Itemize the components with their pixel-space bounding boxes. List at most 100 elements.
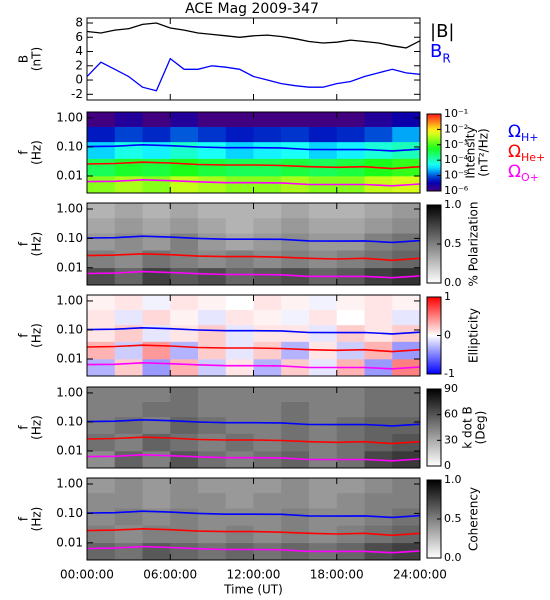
heatmap-cell — [198, 112, 227, 127]
heatmap-cell — [309, 112, 338, 127]
x-tick-label: 06:00:00 — [143, 568, 197, 582]
gyrofrequency-line — [87, 143, 420, 152]
heatmap-cell — [198, 141, 227, 159]
heatmap-cell — [253, 295, 282, 310]
heatmap-cell — [309, 478, 338, 494]
heatmap-cell — [198, 416, 227, 434]
heatmap-cell — [170, 158, 199, 177]
heatmap-cell — [114, 295, 143, 310]
heatmap-cell — [336, 217, 365, 234]
heatmap-cell — [225, 267, 254, 285]
y-tick-label: 0.10 — [56, 414, 83, 428]
heatmap-cell — [142, 341, 171, 360]
heatmap-cell — [225, 309, 254, 326]
heatmap-cell — [198, 542, 227, 560]
heatmap-cell — [114, 176, 143, 193]
heatmap-cell — [281, 433, 310, 452]
heatmap-cell — [170, 141, 199, 159]
heatmap-cell — [281, 324, 310, 342]
heatmap-cell — [87, 401, 116, 418]
y-tick-label: 1.00 — [56, 110, 83, 124]
heatmap-cell — [198, 341, 227, 360]
gyrofrequency-line — [87, 161, 420, 170]
x-tick-label: 12:00:00 — [227, 568, 281, 582]
heatmap-cell — [253, 203, 282, 219]
heatmap-cell — [142, 176, 171, 193]
gyrofrequency-line — [87, 527, 420, 537]
heatmap-cell — [170, 433, 199, 452]
heatmap — [87, 387, 420, 468]
y-axis-label: f — [17, 241, 31, 246]
gyrofrequency-line — [87, 270, 420, 279]
heatmap-cell — [253, 324, 282, 342]
heatmap-cell — [198, 203, 227, 219]
heatmap-cell — [142, 295, 171, 310]
heatmap-cell — [114, 451, 143, 468]
heatmap-cell — [170, 478, 199, 494]
heatmap-cell — [198, 126, 227, 143]
y-tick-label: 0 — [75, 73, 83, 87]
x-axis-label: Time (UT) — [223, 583, 283, 597]
chart-title: ACE Mag 2009-347 — [185, 1, 319, 17]
heatmap-cell — [142, 203, 171, 219]
heatmap-cell — [364, 126, 393, 143]
heatmap-cell — [364, 217, 393, 234]
heatmap-cell — [170, 525, 199, 544]
heatmap-cell — [364, 309, 393, 326]
heatmap-cell — [253, 158, 282, 177]
legend-subscript: R — [442, 51, 450, 65]
heatmap-cell — [198, 478, 227, 494]
gyrofrequency-line — [87, 361, 420, 370]
heatmap-cell — [281, 126, 310, 143]
legend-subscript: O+ — [521, 171, 539, 184]
heatmap-cell — [336, 508, 365, 526]
heatmap-cell — [114, 401, 143, 418]
heatmap-cell — [142, 401, 171, 418]
heatmap-cell — [281, 387, 310, 402]
colorbar-tick-label: 1 — [444, 290, 451, 303]
heatmap-cell — [170, 267, 199, 285]
heatmap-cell — [336, 126, 365, 143]
heatmap-cell — [142, 217, 171, 234]
heatmap-cell — [253, 217, 282, 234]
heatmap-cell — [225, 492, 254, 509]
heatmap-cell — [87, 492, 116, 509]
y-tick-label: 6 — [75, 30, 83, 44]
heatmap-cell — [198, 359, 227, 376]
heatmap-cell — [170, 359, 199, 376]
heatmap-cell — [225, 158, 254, 177]
heatmap-cell — [364, 387, 393, 402]
heatmap-cell — [281, 217, 310, 234]
x-tick-label: 18:00:00 — [310, 568, 364, 582]
heatmap-cell — [392, 295, 420, 310]
heatmap-cell — [225, 416, 254, 434]
colorbar-tick-label: 90 — [444, 382, 458, 395]
heatmap-cell — [142, 158, 171, 177]
heatmap-cell — [336, 112, 365, 127]
gyrofrequency-line — [87, 344, 420, 353]
legend-label: ΩO+ — [508, 162, 539, 184]
heatmap-cell — [281, 295, 310, 310]
heatmap-cell — [336, 401, 365, 418]
heatmap-cell — [392, 126, 420, 143]
heatmap-cell — [114, 217, 143, 234]
y-tick-label: 0.01 — [56, 444, 83, 458]
heatmap-cell — [253, 309, 282, 326]
heatmap-cell — [253, 176, 282, 193]
legend-subscript: He+ — [521, 151, 545, 164]
heatmap-cell — [253, 542, 282, 560]
heatmap-cell — [170, 451, 199, 468]
heatmap-cell — [225, 203, 254, 219]
legend-name: Ω — [508, 162, 521, 182]
heatmap-cell — [225, 295, 254, 310]
y-tick-label: -2 — [71, 87, 83, 101]
heatmap-cell — [364, 478, 393, 494]
y-tick-label: 0.10 — [56, 231, 83, 245]
colorbar-tick-label: 10⁻² — [444, 122, 468, 135]
heatmap-cell — [87, 416, 116, 434]
heatmap-cell — [225, 433, 254, 452]
heatmap-cell — [336, 203, 365, 219]
heatmap-cell — [170, 112, 199, 127]
heatmap-cell — [281, 309, 310, 326]
